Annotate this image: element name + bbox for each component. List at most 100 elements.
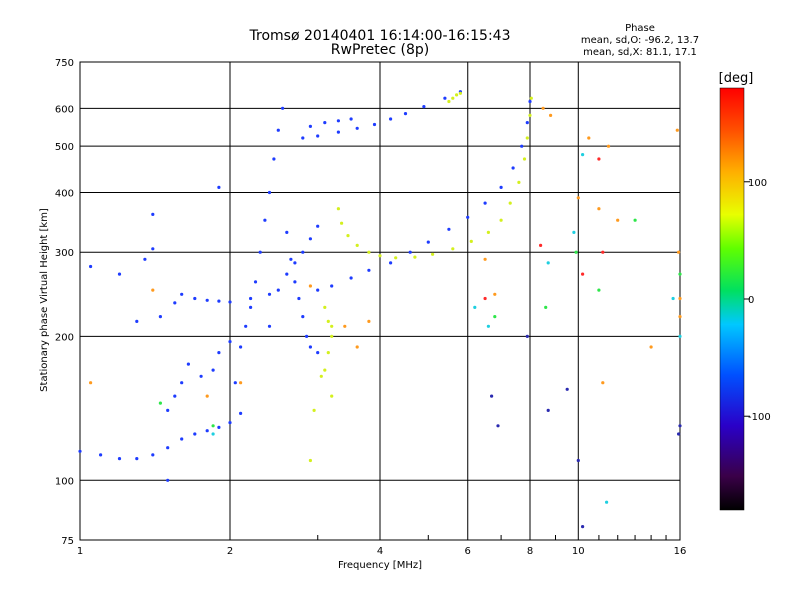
phase-stats-o: mean, sd,O: -96.2, 13.7 bbox=[581, 35, 699, 46]
chart-title: Tromsø 20140401 16:14:00-16:15:43 bbox=[249, 28, 511, 44]
data-point bbox=[508, 201, 512, 205]
data-point bbox=[312, 408, 316, 412]
data-point bbox=[367, 319, 371, 323]
data-points bbox=[78, 90, 682, 529]
data-point bbox=[451, 247, 455, 251]
data-point bbox=[367, 250, 371, 254]
data-point bbox=[330, 394, 334, 398]
data-point bbox=[367, 268, 371, 272]
data-point bbox=[228, 340, 232, 344]
data-point bbox=[499, 218, 503, 222]
data-point bbox=[267, 190, 272, 195]
data-point bbox=[601, 250, 605, 254]
data-point bbox=[336, 119, 340, 123]
data-point bbox=[346, 234, 350, 238]
data-point bbox=[522, 157, 527, 161]
y-tick-label: 600 bbox=[55, 104, 74, 115]
data-point bbox=[517, 180, 521, 184]
data-point bbox=[193, 296, 197, 301]
data-point bbox=[308, 345, 312, 349]
data-point bbox=[490, 394, 494, 398]
data-point bbox=[447, 227, 451, 231]
x-tick-label: 16 bbox=[674, 546, 687, 557]
data-point bbox=[493, 315, 497, 319]
data-point bbox=[483, 201, 487, 205]
data-point bbox=[239, 345, 243, 349]
data-point bbox=[677, 250, 681, 254]
data-point bbox=[180, 292, 184, 296]
data-point bbox=[323, 368, 327, 372]
data-point bbox=[151, 247, 155, 251]
data-point bbox=[89, 381, 93, 385]
y-tick-label: 75 bbox=[61, 536, 74, 547]
data-point bbox=[249, 296, 253, 301]
data-point bbox=[78, 449, 82, 453]
data-point bbox=[340, 221, 344, 225]
data-point bbox=[483, 296, 487, 301]
data-point bbox=[576, 196, 580, 200]
data-point bbox=[285, 230, 289, 234]
data-point bbox=[135, 319, 139, 323]
data-point bbox=[546, 408, 550, 412]
data-point bbox=[217, 185, 221, 189]
data-point bbox=[426, 240, 430, 244]
data-point bbox=[249, 305, 253, 309]
data-point bbox=[394, 256, 398, 260]
data-point bbox=[539, 243, 543, 247]
data-point bbox=[355, 345, 359, 349]
y-axis-ticks: 75 100 200 300 400 500 600 750 bbox=[55, 58, 74, 547]
data-point bbox=[525, 121, 529, 125]
data-point bbox=[301, 136, 305, 140]
data-point bbox=[443, 96, 447, 100]
data-point bbox=[520, 144, 524, 148]
data-point bbox=[308, 237, 312, 241]
data-point bbox=[336, 130, 340, 134]
data-point bbox=[117, 457, 122, 461]
data-point bbox=[173, 394, 177, 398]
data-point bbox=[343, 324, 347, 328]
data-point bbox=[293, 280, 297, 284]
data-point bbox=[355, 243, 359, 247]
data-point bbox=[549, 113, 553, 117]
data-point bbox=[678, 296, 682, 301]
data-point bbox=[403, 112, 408, 116]
data-point bbox=[499, 185, 503, 189]
data-point bbox=[587, 136, 591, 140]
data-point bbox=[455, 93, 459, 97]
data-point bbox=[305, 334, 309, 338]
data-point bbox=[293, 261, 297, 265]
data-point bbox=[326, 351, 330, 355]
data-point bbox=[326, 319, 330, 323]
data-point bbox=[151, 453, 155, 457]
data-point bbox=[233, 381, 237, 385]
data-point bbox=[451, 96, 455, 100]
data-point bbox=[378, 254, 382, 258]
data-point bbox=[678, 424, 682, 428]
colorbar-label: [deg] bbox=[719, 71, 754, 86]
data-point bbox=[99, 453, 103, 457]
data-point bbox=[408, 250, 412, 254]
y-tick-label: 400 bbox=[55, 188, 74, 199]
data-point bbox=[601, 381, 605, 385]
data-point bbox=[469, 239, 473, 243]
x-tick-label: 4 bbox=[377, 546, 383, 557]
y-tick-label: 300 bbox=[55, 248, 74, 259]
data-point bbox=[572, 230, 576, 234]
data-point bbox=[323, 121, 327, 125]
data-point bbox=[173, 301, 177, 305]
data-point bbox=[349, 117, 353, 121]
x-axis-label: Frequency [MHz] bbox=[338, 560, 422, 571]
data-point bbox=[389, 117, 393, 121]
data-point bbox=[336, 207, 340, 211]
data-point bbox=[581, 272, 585, 276]
data-point bbox=[323, 305, 327, 309]
data-point bbox=[483, 257, 487, 261]
data-point bbox=[211, 424, 215, 428]
data-point bbox=[605, 500, 609, 504]
data-point bbox=[166, 446, 170, 450]
data-point bbox=[431, 252, 435, 256]
data-point bbox=[466, 215, 470, 219]
data-point bbox=[193, 432, 197, 436]
data-point bbox=[574, 250, 578, 254]
